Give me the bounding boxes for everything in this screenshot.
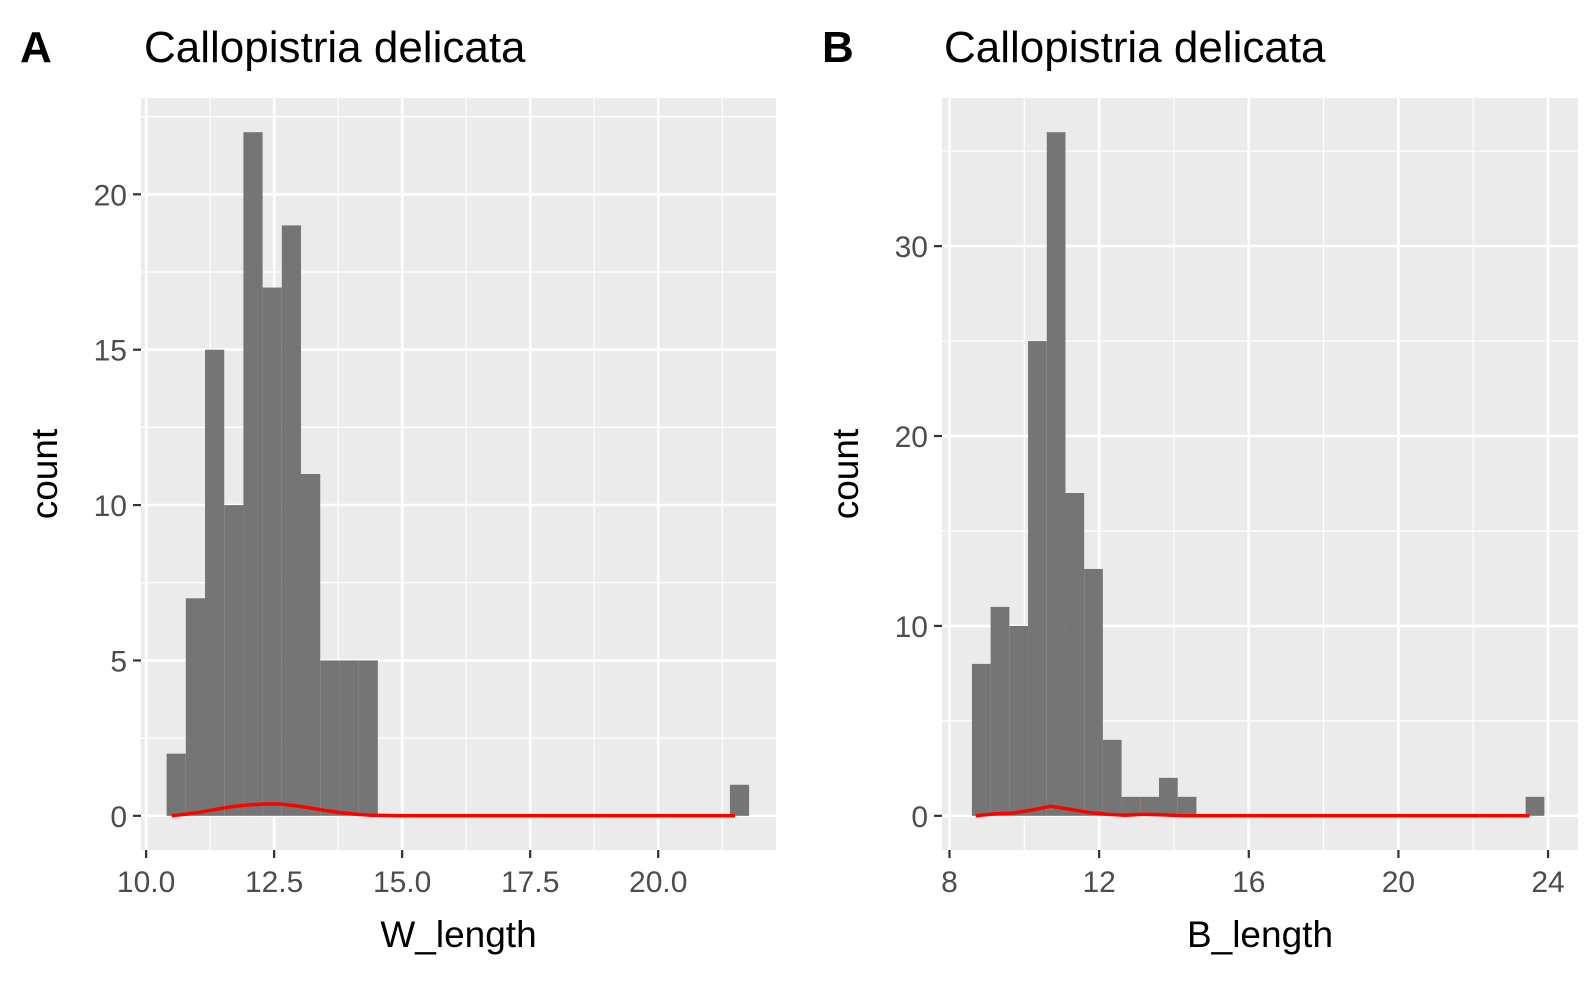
y-tick-label: 15 <box>94 335 127 368</box>
histogram-bar <box>1140 796 1159 816</box>
histogram-bar <box>320 660 340 816</box>
histogram-bar <box>185 598 206 816</box>
histogram-bar <box>971 663 991 816</box>
histogram-bar <box>1525 796 1545 816</box>
x-tick-label: 20 <box>1382 866 1415 899</box>
histogram-bar <box>729 784 750 816</box>
density-curve <box>171 802 735 818</box>
density-curve <box>975 804 1530 818</box>
y-tick-label: 10 <box>94 490 127 523</box>
histogram-bar <box>1028 341 1047 816</box>
panel-label: B <box>822 23 854 72</box>
x-tick-label: 12.5 <box>245 866 303 899</box>
histogram-bar <box>262 287 282 816</box>
panel-a: A Callopistria delicata 10.0 12.5 15.0 17.5 20… <box>20 23 776 955</box>
x-tick-label: 8 <box>941 866 958 899</box>
histogram-bar <box>166 753 186 816</box>
y-tick-label: 0 <box>911 801 928 834</box>
histogram-bar <box>224 505 244 816</box>
y-tick-label: 10 <box>895 611 928 644</box>
x-tick-label: 10.0 <box>117 866 175 899</box>
panel-b: B Callopistria delicata 8 12 16 20 24 0 10 20 30 B_… <box>822 23 1578 955</box>
y-tick-label: 0 <box>110 801 127 834</box>
histogram-bar <box>1009 625 1029 816</box>
histogram-bar <box>243 132 263 816</box>
histogram-bar <box>339 660 359 816</box>
histogram-bar <box>1102 739 1122 816</box>
histogram-bar <box>1158 777 1178 816</box>
histogram-bar <box>990 606 1010 816</box>
x-axis-title: B_length <box>1187 914 1333 955</box>
x-tick-label: 24 <box>1531 866 1564 899</box>
histogram-bar <box>1177 796 1197 816</box>
y-tick-label: 20 <box>895 421 928 454</box>
chart-title: Callopistria delicata <box>144 23 526 72</box>
x-tick-label: 20.0 <box>629 866 687 899</box>
x-tick-label: 15.0 <box>373 866 431 899</box>
histogram-bar <box>1046 132 1066 816</box>
x-tick-label: 17.5 <box>501 866 559 899</box>
histogram-bar <box>301 474 321 816</box>
histogram-bar <box>1084 568 1103 816</box>
y-tick-label: 30 <box>895 231 928 264</box>
y-tick-label: 5 <box>110 645 127 678</box>
histogram-bar <box>281 225 302 816</box>
panel-label: A <box>20 23 52 72</box>
x-tick-label: 12 <box>1082 866 1115 899</box>
y-axis-title: count <box>24 428 65 519</box>
y-tick-label: 20 <box>94 179 127 212</box>
histogram-bar <box>1121 796 1141 816</box>
chart-title: Callopistria delicata <box>944 23 1326 72</box>
histogram-bar <box>205 349 225 816</box>
histogram-bar <box>358 660 378 816</box>
x-axis-title: W_length <box>380 914 536 955</box>
histogram-bar <box>1065 492 1085 816</box>
x-tick-label: 16 <box>1232 866 1265 899</box>
y-axis-title: count <box>825 428 866 519</box>
